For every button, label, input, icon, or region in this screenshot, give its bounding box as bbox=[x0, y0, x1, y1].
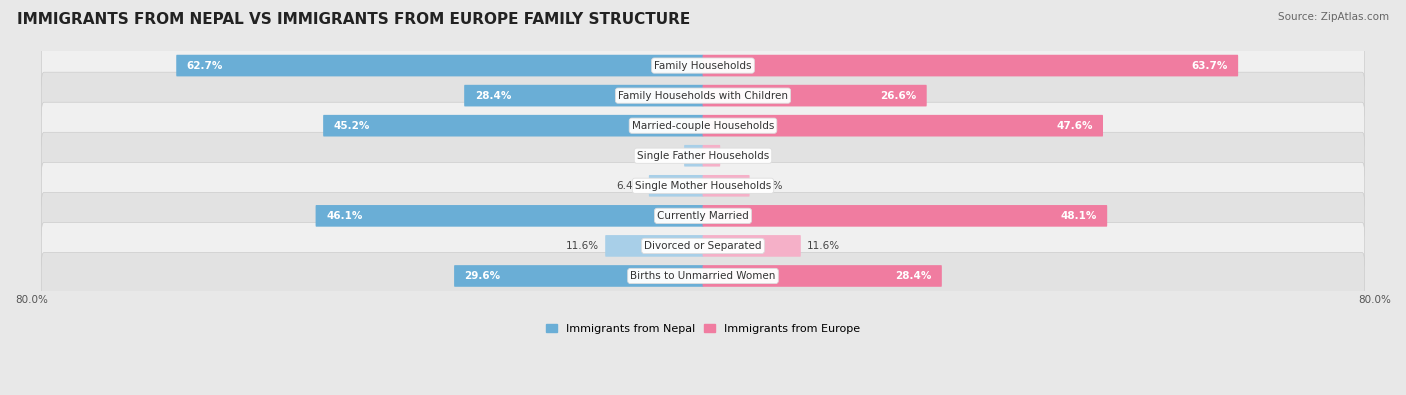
Text: 28.4%: 28.4% bbox=[475, 90, 510, 101]
FancyBboxPatch shape bbox=[464, 85, 703, 107]
Text: Divorced or Separated: Divorced or Separated bbox=[644, 241, 762, 251]
FancyBboxPatch shape bbox=[703, 265, 942, 287]
FancyBboxPatch shape bbox=[703, 145, 720, 167]
FancyBboxPatch shape bbox=[605, 235, 703, 257]
Text: 62.7%: 62.7% bbox=[187, 60, 224, 71]
FancyBboxPatch shape bbox=[42, 192, 1364, 239]
FancyBboxPatch shape bbox=[703, 205, 1107, 227]
Text: 63.7%: 63.7% bbox=[1191, 60, 1227, 71]
FancyBboxPatch shape bbox=[703, 235, 801, 257]
FancyBboxPatch shape bbox=[42, 162, 1364, 209]
FancyBboxPatch shape bbox=[703, 85, 927, 107]
Text: Source: ZipAtlas.com: Source: ZipAtlas.com bbox=[1278, 12, 1389, 22]
FancyBboxPatch shape bbox=[454, 265, 703, 287]
FancyBboxPatch shape bbox=[176, 55, 703, 76]
FancyBboxPatch shape bbox=[315, 205, 703, 227]
Text: 28.4%: 28.4% bbox=[896, 271, 931, 281]
Text: Births to Unmarried Women: Births to Unmarried Women bbox=[630, 271, 776, 281]
Text: Family Households with Children: Family Households with Children bbox=[619, 90, 787, 101]
FancyBboxPatch shape bbox=[42, 252, 1364, 299]
FancyBboxPatch shape bbox=[42, 102, 1364, 149]
Text: Married-couple Households: Married-couple Households bbox=[631, 121, 775, 131]
Text: 47.6%: 47.6% bbox=[1056, 121, 1092, 131]
Text: 48.1%: 48.1% bbox=[1060, 211, 1097, 221]
Text: 2.2%: 2.2% bbox=[651, 151, 678, 161]
FancyBboxPatch shape bbox=[648, 175, 703, 197]
Text: 26.6%: 26.6% bbox=[880, 90, 917, 101]
FancyBboxPatch shape bbox=[703, 175, 749, 197]
Text: 6.4%: 6.4% bbox=[616, 181, 643, 191]
FancyBboxPatch shape bbox=[703, 115, 1102, 137]
Text: Single Mother Households: Single Mother Households bbox=[636, 181, 770, 191]
Text: 46.1%: 46.1% bbox=[326, 211, 363, 221]
Text: Currently Married: Currently Married bbox=[657, 211, 749, 221]
Text: 11.6%: 11.6% bbox=[565, 241, 599, 251]
FancyBboxPatch shape bbox=[323, 115, 703, 137]
FancyBboxPatch shape bbox=[42, 132, 1364, 179]
Text: 2.0%: 2.0% bbox=[727, 151, 752, 161]
Text: Single Father Households: Single Father Households bbox=[637, 151, 769, 161]
Text: Family Households: Family Households bbox=[654, 60, 752, 71]
Text: 29.6%: 29.6% bbox=[464, 271, 501, 281]
Text: 11.6%: 11.6% bbox=[807, 241, 841, 251]
FancyBboxPatch shape bbox=[42, 222, 1364, 269]
Text: 45.2%: 45.2% bbox=[333, 121, 370, 131]
Text: IMMIGRANTS FROM NEPAL VS IMMIGRANTS FROM EUROPE FAMILY STRUCTURE: IMMIGRANTS FROM NEPAL VS IMMIGRANTS FROM… bbox=[17, 12, 690, 27]
FancyBboxPatch shape bbox=[685, 145, 703, 167]
FancyBboxPatch shape bbox=[42, 72, 1364, 119]
FancyBboxPatch shape bbox=[703, 55, 1239, 76]
Text: 5.5%: 5.5% bbox=[756, 181, 782, 191]
FancyBboxPatch shape bbox=[42, 42, 1364, 89]
Legend: Immigrants from Nepal, Immigrants from Europe: Immigrants from Nepal, Immigrants from E… bbox=[541, 319, 865, 339]
